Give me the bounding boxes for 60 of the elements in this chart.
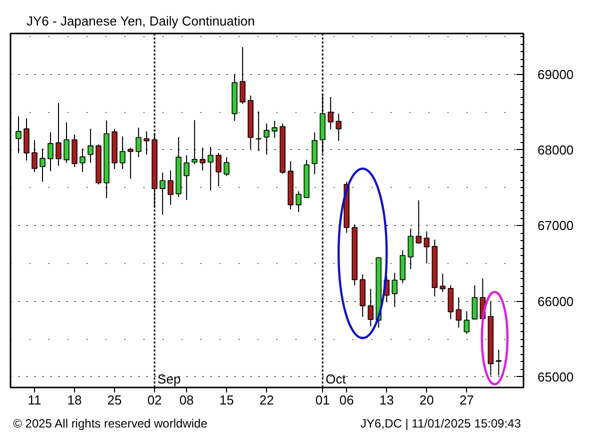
x-tick-label: 20 <box>419 392 434 408</box>
candlestick <box>136 127 142 158</box>
candlestick <box>216 152 222 187</box>
x-tick-label: 01 <box>315 392 330 408</box>
y-tick-label: 69000 <box>538 66 574 82</box>
text: © 2025 All rights reserved worldwide <box>13 416 208 430</box>
candlestick <box>40 148 46 182</box>
x-tick-label: 18 <box>67 392 82 408</box>
candlestick <box>264 123 270 156</box>
candlestick <box>464 310 470 334</box>
candlestick <box>32 140 38 172</box>
x-tick-label: 08 <box>179 392 194 408</box>
candlestick <box>128 147 134 180</box>
candlestick <box>160 172 166 216</box>
x-tick-label: 25 <box>107 392 122 408</box>
ref-line-label: Sep <box>158 372 181 386</box>
candlestick <box>328 96 334 130</box>
x-tick-label: 22 <box>259 392 274 408</box>
y-tick-label: 66000 <box>538 294 574 309</box>
candlestick <box>192 120 198 165</box>
candlestick <box>208 146 214 191</box>
candlestick <box>416 200 422 244</box>
text: JY6,DC | 11/01/2025 15:09:43 <box>360 416 522 430</box>
candlestick <box>80 148 86 172</box>
candlestick <box>392 272 398 308</box>
candlestick <box>224 156 230 177</box>
x-tick-label: 02 <box>147 392 162 408</box>
candlestick <box>424 230 430 264</box>
candlestick <box>56 102 62 166</box>
ref-line-label: Oct <box>326 372 346 386</box>
x-tick-label: 11 <box>28 392 42 408</box>
y-tick-label: 67000 <box>538 218 574 234</box>
chart-title: JY6 - Japanese Yen, Daily Continuation <box>26 14 255 28</box>
candlestick <box>200 147 206 171</box>
candlestick <box>472 284 478 320</box>
candlestick <box>312 132 318 175</box>
y-tick-label: 68000 <box>538 142 574 158</box>
candlestick <box>408 228 414 270</box>
candlestick <box>368 288 374 327</box>
x-tick-label: 15 <box>219 392 234 408</box>
candlestick <box>120 136 126 170</box>
candlestick <box>168 170 174 206</box>
candlestick <box>72 134 78 168</box>
x-tick-label: 27 <box>459 392 474 408</box>
candlestick <box>88 128 94 164</box>
candlestick <box>16 116 22 154</box>
candlestick <box>64 122 70 164</box>
candlestick <box>272 120 278 138</box>
x-tick-label: 13 <box>379 392 394 408</box>
candlestick <box>256 110 262 152</box>
candlestick <box>448 284 454 320</box>
candlestick <box>184 154 190 200</box>
candlestick <box>456 296 462 328</box>
candlestick <box>296 190 302 213</box>
y-tick-label: 65000 <box>538 369 574 384</box>
x-tick-label: 06 <box>339 392 354 408</box>
candlestick <box>144 130 150 156</box>
candlestick <box>440 273 446 292</box>
candlestick <box>48 132 54 172</box>
candlestick <box>336 113 342 142</box>
